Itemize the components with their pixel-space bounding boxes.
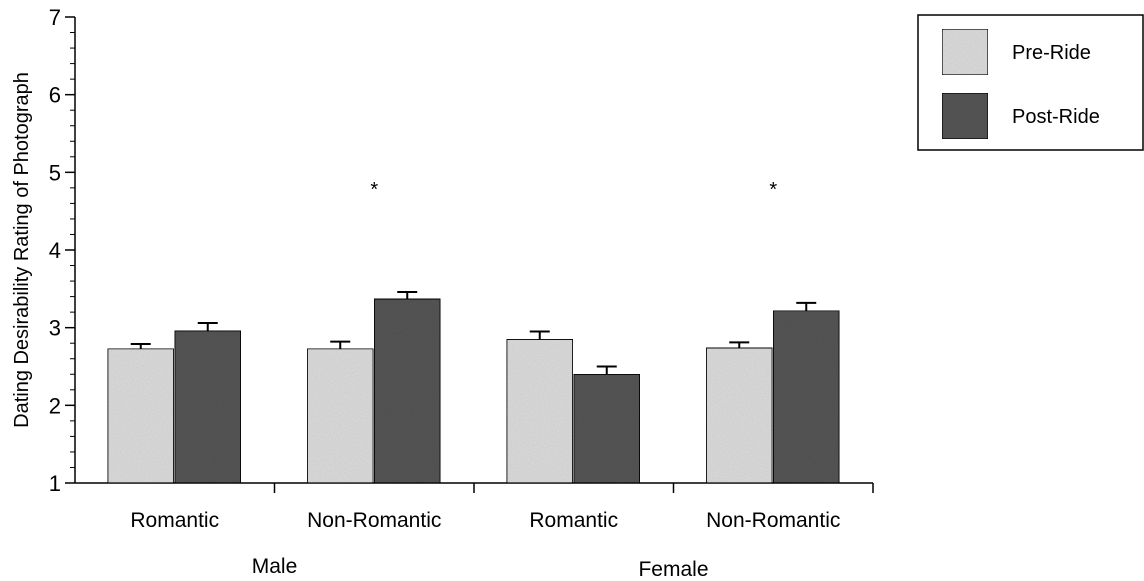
y-tick-label: 2	[49, 393, 61, 418]
x-category-label: Non-Romantic	[307, 509, 441, 532]
y-tick-label: 1	[49, 471, 61, 496]
bar-post-ride	[573, 373, 641, 484]
legend-swatch	[941, 92, 989, 140]
x-category-label: Romantic	[130, 509, 219, 532]
y-tick-label: 4	[49, 238, 61, 263]
x-axis-labels: Romantic Non-Romantic Romantic Non-Romantic…	[130, 509, 840, 581]
y-tick-label: 7	[49, 5, 61, 30]
legend-label: Post-Ride	[1012, 106, 1100, 128]
y-axis-title: Dating Desirability Rating of Photograph	[11, 72, 33, 428]
significance-marker: *	[370, 179, 378, 201]
significance-marker: *	[769, 179, 777, 201]
bar-post-ride	[373, 298, 441, 484]
legend-swatch	[941, 28, 989, 76]
x-group-label: Female	[638, 558, 708, 581]
y-tick-label: 6	[49, 83, 61, 108]
y-axis-title-group: Dating Desirability Rating of Photograph	[11, 72, 33, 428]
legend-label: Pre-Ride	[1012, 42, 1091, 64]
bar-pre-ride	[506, 338, 574, 484]
bar-pre-ride	[306, 348, 374, 484]
bar-post-ride	[174, 330, 242, 484]
bar-pre-ride	[705, 347, 773, 484]
bar-pre-ride	[107, 348, 175, 484]
y-tick-label: 3	[49, 316, 61, 341]
bar-post-ride	[772, 309, 840, 484]
x-category-label: Non-Romantic	[706, 509, 840, 532]
legend: Pre-Ride Post-Ride	[917, 14, 1144, 151]
y-tick-label: 5	[49, 160, 61, 185]
bars: * *	[107, 179, 840, 484]
x-category-label: Romantic	[529, 509, 618, 532]
x-group-label: Male	[252, 555, 298, 578]
